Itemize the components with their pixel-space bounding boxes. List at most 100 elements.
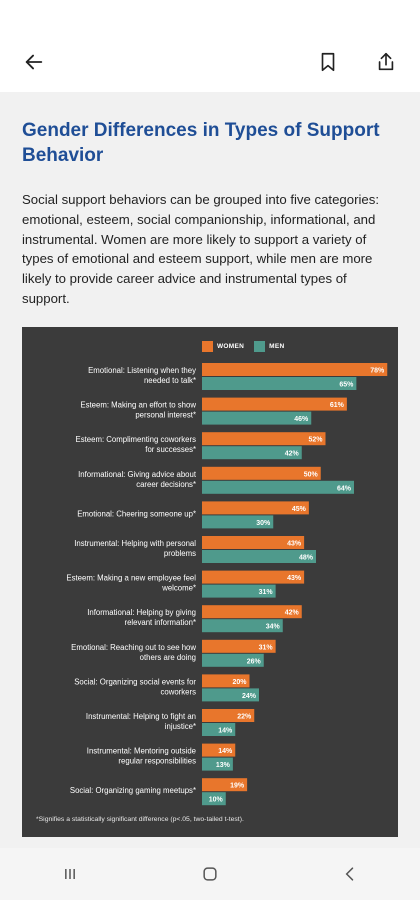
category-label-line: relevant information* (124, 618, 196, 627)
bar-men (202, 411, 312, 425)
bar-value-label: 50% (304, 471, 319, 478)
category-label: Emotional: Reaching out to see how others… (71, 643, 196, 662)
bar-men (202, 445, 302, 459)
legend-swatch-women (202, 340, 213, 352)
bar-men (202, 515, 274, 529)
category-label-line: regular responsibilities (118, 756, 196, 765)
bar-men (202, 480, 354, 494)
category-label: Social: Organizing social events for cowo… (74, 677, 196, 696)
article-content[interactable]: Gender Differences in Types of Support B… (0, 92, 420, 848)
category-label: Instrumental: Helping with personal probl… (74, 539, 196, 558)
category-label-line: Esteem: Making a new employee feel (66, 573, 196, 582)
bar-value-label: 43% (287, 540, 302, 547)
category-label: Informational: Giving advice about career… (78, 470, 197, 489)
bar-women (202, 674, 250, 688)
chevron-left-icon (345, 867, 354, 881)
home-button[interactable] (190, 854, 230, 894)
category-label-line: for successes* (145, 445, 196, 454)
app-bar (0, 34, 420, 90)
category-label: Instrumental: Mentoring outside regular r… (87, 746, 196, 765)
bar-value-label: 78% (370, 367, 385, 374)
recents-icon (65, 869, 75, 879)
category-label-line: problems (164, 549, 196, 558)
bar-value-label: 10% (209, 796, 224, 803)
bar-women (202, 570, 305, 584)
bar-value-label: 61% (330, 402, 345, 409)
bar-value-label: 14% (218, 748, 233, 755)
category-label-line: Instrumental: Helping to fight an (86, 712, 196, 721)
category-label-line: Emotional: Reaching out to see how (71, 643, 196, 652)
system-nav-bar (0, 848, 420, 900)
bar-men (202, 376, 357, 390)
bar-men (202, 584, 276, 598)
bar-value-label: 31% (259, 589, 274, 596)
category-label-line: personal interest* (135, 410, 196, 419)
legend-swatch-men (254, 340, 266, 352)
back-button[interactable] (16, 44, 52, 80)
legend-label-men: MEN (269, 342, 285, 350)
bar-value-label: 31% (259, 644, 274, 651)
bar-value-label: 19% (230, 782, 245, 789)
chart-footnote: *Signifies a statistically significant d… (36, 815, 244, 823)
bookmark-icon (321, 52, 335, 72)
category-label: Emotional: Listening when they needed to … (88, 366, 196, 385)
category-label-line: needed to talk* (144, 376, 196, 385)
bar-men (202, 757, 233, 771)
category-label-line: Esteem: Complimenting coworkers (76, 435, 197, 444)
bar-men (202, 722, 236, 736)
bar-value-label: 24% (242, 693, 257, 700)
category-label-line: others are doing (140, 653, 196, 662)
category-label-line: Informational: Giving advice about (78, 470, 197, 479)
bar-value-label: 34% (266, 623, 281, 630)
article-title: Gender Differences in Types of Support B… (22, 120, 380, 166)
legend-label-women: WOMEN (217, 342, 245, 350)
category-label: Informational: Helping by giving relevant… (87, 608, 196, 627)
bar-women (202, 466, 321, 480)
chart-legend: WOMEN MEN (202, 340, 289, 352)
bar-value-label: 42% (285, 450, 300, 457)
category-label: Social: Organizing gaming meetups* (70, 786, 196, 795)
bookmark-button[interactable] (310, 44, 346, 80)
category-label-line: injustice* (165, 722, 196, 731)
bar-value-label: 48% (299, 554, 314, 561)
bar-value-label: 20% (232, 679, 247, 686)
bar-men (202, 618, 283, 632)
share-button[interactable] (368, 44, 404, 80)
recents-button[interactable] (50, 854, 90, 894)
category-label-line: Instrumental: Helping with personal (74, 539, 196, 548)
bar-value-label: 46% (294, 416, 309, 423)
bar-women (202, 743, 236, 757)
bar-women (202, 397, 347, 411)
bar-value-label: 65% (339, 381, 354, 388)
bar-chart: WOMEN MEN Emotional: Listening when they… (22, 326, 398, 837)
category-label-line: Social: Organizing gaming meetups* (70, 786, 196, 795)
bar-value-label: 26% (247, 658, 262, 665)
system-back-button[interactable] (330, 854, 370, 894)
category-label-line: career decisions* (136, 480, 196, 489)
category-label-line: welcome* (161, 583, 196, 592)
bar-men (202, 549, 316, 563)
category-label: Emotional: Cheering someone up* (77, 509, 196, 518)
bar-women (202, 431, 326, 445)
legend-item-men: MEN (254, 340, 285, 352)
bar-women (202, 362, 388, 376)
bar-value-label: 45% (292, 506, 307, 513)
category-label-line: Emotional: Cheering someone up* (77, 509, 196, 518)
bar-women (202, 639, 276, 653)
bar-women (202, 604, 302, 618)
bar-value-label: 14% (218, 727, 233, 734)
bar-women (202, 501, 309, 515)
bar-value-label: 13% (216, 762, 231, 769)
bar-women (202, 535, 305, 549)
bar-women (202, 777, 248, 791)
bar-men (202, 653, 264, 667)
category-label: Esteem: Complimenting coworkers for succe… (76, 435, 197, 454)
chart-plot: Emotional: Listening when they needed to … (66, 362, 388, 805)
article: Gender Differences in Types of Support B… (0, 92, 420, 837)
bar-value-label: 52% (308, 436, 323, 443)
bar-value-label: 43% (287, 575, 302, 582)
category-label-line: Emotional: Listening when they (88, 366, 196, 375)
category-label: Esteem: Making a new employee feel welcom… (66, 573, 196, 592)
status-bar-area (0, 0, 420, 34)
bar-value-label: 22% (237, 713, 252, 720)
